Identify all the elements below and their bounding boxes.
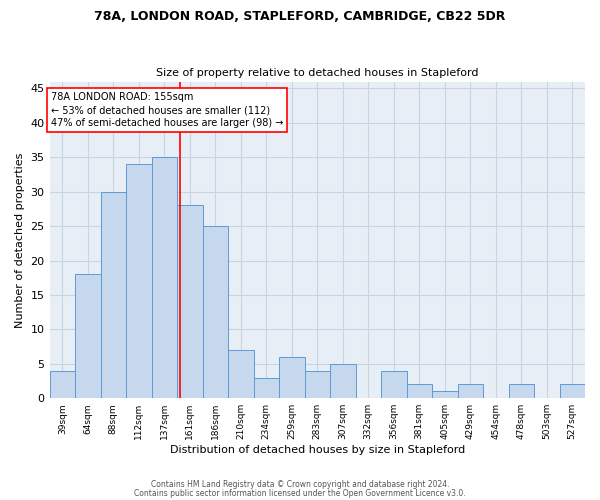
Text: 78A, LONDON ROAD, STAPLEFORD, CAMBRIDGE, CB22 5DR: 78A, LONDON ROAD, STAPLEFORD, CAMBRIDGE,… xyxy=(94,10,506,23)
Bar xyxy=(203,226,228,398)
Bar xyxy=(458,384,483,398)
Bar xyxy=(177,206,203,398)
Bar xyxy=(75,274,101,398)
Bar xyxy=(330,364,356,398)
Bar xyxy=(407,384,432,398)
Text: 78A LONDON ROAD: 155sqm
← 53% of detached houses are smaller (112)
47% of semi-d: 78A LONDON ROAD: 155sqm ← 53% of detache… xyxy=(51,92,283,128)
Title: Size of property relative to detached houses in Stapleford: Size of property relative to detached ho… xyxy=(156,68,479,78)
Bar xyxy=(509,384,534,398)
Text: Contains public sector information licensed under the Open Government Licence v3: Contains public sector information licen… xyxy=(134,489,466,498)
Bar xyxy=(432,392,458,398)
X-axis label: Distribution of detached houses by size in Stapleford: Distribution of detached houses by size … xyxy=(170,445,465,455)
Bar xyxy=(228,350,254,398)
Bar xyxy=(152,158,177,398)
Text: Contains HM Land Registry data © Crown copyright and database right 2024.: Contains HM Land Registry data © Crown c… xyxy=(151,480,449,489)
Bar xyxy=(381,370,407,398)
Bar xyxy=(279,357,305,398)
Y-axis label: Number of detached properties: Number of detached properties xyxy=(15,152,25,328)
Bar xyxy=(101,192,126,398)
Bar xyxy=(254,378,279,398)
Bar xyxy=(305,370,330,398)
Bar xyxy=(126,164,152,398)
Bar xyxy=(560,384,585,398)
Bar xyxy=(50,370,75,398)
